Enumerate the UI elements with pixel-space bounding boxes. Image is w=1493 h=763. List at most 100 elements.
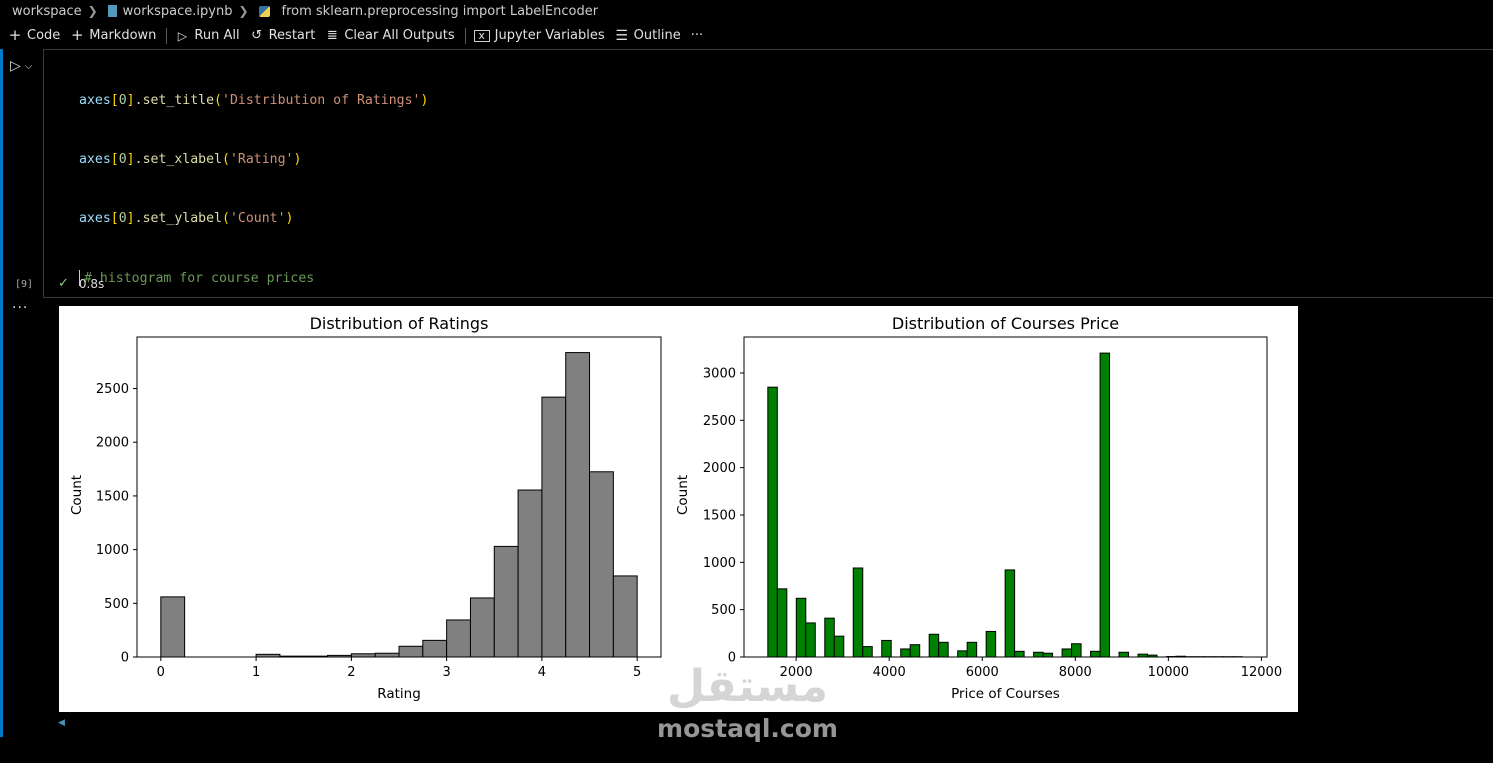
chart-1-bar <box>612 575 638 658</box>
watermark: مستقل mostaql.com <box>655 660 840 744</box>
restart-button[interactable]: ↺ Restart <box>248 23 324 48</box>
clear-all-outputs-button[interactable]: ≣ Clear All Outputs <box>323 23 462 48</box>
chart-1-y-tick-label: 2000 <box>96 436 129 451</box>
chart-2-bar <box>957 650 968 658</box>
cell-output: 0 1 2 3 4 5 0 500 1000 1500 2000 2500 Distribution o… <box>59 306 1298 712</box>
chart-2-bar <box>1071 643 1082 658</box>
breadcrumb-root[interactable]: workspace <box>12 3 82 19</box>
run-all-button[interactable]: ▷ Run All <box>173 23 247 48</box>
chevron-down-icon[interactable]: ⌵ <box>24 61 33 72</box>
chart-2-bar <box>852 567 864 658</box>
chart-2-bar <box>900 648 911 658</box>
chart-2-bar <box>824 617 835 658</box>
breadcrumb-symbol[interactable]: from sklearn.preprocessing import LabelE… <box>281 3 599 19</box>
output-figure: 0 1 2 3 4 5 0 500 1000 1500 2000 2500 Distribution o… <box>69 314 1282 702</box>
run-all-icon: ▷ <box>177 28 188 43</box>
chart-2-bar <box>909 644 921 658</box>
execution-count: [9] <box>15 279 34 290</box>
chart-1-x-tick-label: 0 <box>157 665 165 680</box>
chart-2-bar <box>1033 651 1044 658</box>
notebook-toolbar: + Code + Markdown ▷ Run All ↺ Restart ≣ … <box>0 23 1493 48</box>
code-line: axes[0].set_title('Distribution of Ratin… <box>79 92 429 108</box>
chevron-right-icon: ❯ <box>87 4 98 18</box>
chart-2-y-tick-label: 3000 <box>703 366 736 381</box>
chart-2-bar <box>1061 648 1073 658</box>
cell-editor[interactable] <box>43 49 1493 298</box>
chart-2-x-tick-label: 10000 <box>1148 665 1189 680</box>
restart-label: Restart <box>268 28 316 43</box>
chart-1-bar <box>469 597 495 658</box>
chart-2-bar <box>1118 651 1130 658</box>
toolbar-divider <box>464 27 466 44</box>
chart-1-x-tick-label: 2 <box>347 665 355 680</box>
chart-1-x-tick-label: 5 <box>633 665 641 680</box>
chart-1-bar <box>446 619 471 658</box>
outline-label: Outline <box>633 28 681 43</box>
more-actions-button[interactable]: ··· <box>689 23 711 48</box>
execution-duration: 0.8s <box>78 276 105 291</box>
output-actions-button[interactable]: ··· <box>12 300 29 316</box>
chart-1-y-tick-label: 1500 <box>96 489 129 504</box>
chart-1-bar <box>589 471 614 658</box>
chart-1-bar <box>374 652 400 658</box>
jupyter-variables-label: Jupyter Variables <box>494 28 605 43</box>
variables-icon: x <box>473 29 490 42</box>
chart-2-x-tick-label: 12000 <box>1241 665 1282 680</box>
add-code-cell-button[interactable]: + Code <box>6 23 68 48</box>
chart-2-bar <box>833 635 845 658</box>
chart-2-bar <box>938 641 949 658</box>
clear-all-icon: ≣ <box>326 28 338 43</box>
chart-2-bar <box>928 633 940 658</box>
chart-2-y-tick-label: 1000 <box>703 556 736 571</box>
chart-2-axes-frame <box>743 336 1268 658</box>
chart-1-title: Distribution of Ratings <box>310 314 489 333</box>
watermark-latin: mostaql.com <box>657 714 838 743</box>
plus-icon: + <box>70 26 84 44</box>
code-line: axes[0].set_xlabel('Rating') <box>79 151 302 167</box>
chart-1-y-tick-label: 0 <box>121 651 129 666</box>
jupyter-variables-button[interactable]: x Jupyter Variables <box>472 23 613 48</box>
chart-1-y-axis-label: Count <box>69 475 85 515</box>
plus-icon: + <box>8 26 22 44</box>
cell-run-controls: ▷ ⌵ <box>10 58 32 76</box>
run-cell-icon[interactable]: ▷ <box>10 58 21 74</box>
toolbar-divider <box>166 27 168 44</box>
code-line: axes[0].set_ylabel('Count') <box>79 211 294 227</box>
chart-2-x-axis-label: Price of Courses <box>951 686 1060 702</box>
chart-1-x-tick-label: 1 <box>252 665 260 680</box>
cell-focus-indicator <box>0 49 3 737</box>
chart-1-x-tick-label: 3 <box>442 665 450 680</box>
add-markdown-cell-button[interactable]: + Markdown <box>68 23 164 48</box>
chart-2-bar <box>776 588 788 658</box>
python-icon <box>258 5 270 17</box>
scroll-left-icon[interactable]: ◀ <box>58 718 65 728</box>
chart-2-x-tick-label: 4000 <box>873 665 906 680</box>
add-code-label: Code <box>27 28 61 43</box>
outline-button[interactable]: ☰ Outline <box>613 23 689 48</box>
chart-1-bar <box>565 352 591 658</box>
notebook-file-icon <box>107 5 117 17</box>
chart-2-bar <box>795 597 807 658</box>
check-icon: ✓ <box>58 276 69 291</box>
chart-2-bar <box>1090 650 1101 658</box>
chart-1-x-axis-label: Rating <box>377 686 421 702</box>
chart-1-axes-frame <box>136 336 662 658</box>
chart-2-bar <box>985 630 997 658</box>
outline-list-icon: ☰ <box>615 27 628 44</box>
execution-status: ✓ 0.8s <box>58 276 104 291</box>
chart-1-bar <box>541 396 567 658</box>
chevron-right-icon: ❯ <box>238 4 249 18</box>
clear-all-outputs-label: Clear All Outputs <box>344 28 455 43</box>
chart-1-y-tick-label: 1000 <box>96 543 129 558</box>
chart-2-bar <box>881 639 892 658</box>
chart-2-bar <box>805 622 816 658</box>
breadcrumb-file[interactable]: workspace.ipynb <box>122 3 233 19</box>
chart-2-x-tick-label: 2000 <box>780 665 813 680</box>
chart-2-y-axis-label: Count <box>675 475 691 515</box>
breadcrumb: workspace ❯ workspace.ipynb ❯ from sklea… <box>0 0 1493 22</box>
more-actions-label: ··· <box>690 28 704 43</box>
chart-2-x-tick-label: 6000 <box>966 665 999 680</box>
add-markdown-label: Markdown <box>89 28 157 43</box>
chart-2-bar <box>767 386 778 658</box>
chart-1-bar <box>422 639 448 658</box>
